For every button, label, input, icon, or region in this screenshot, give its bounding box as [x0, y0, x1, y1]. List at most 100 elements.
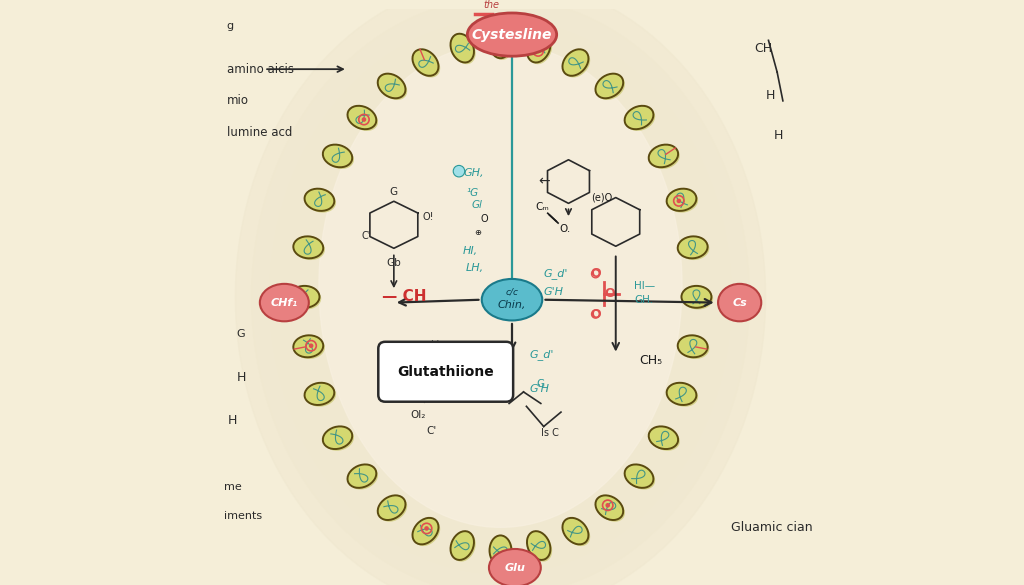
- Ellipse shape: [718, 284, 761, 321]
- Ellipse shape: [451, 531, 474, 560]
- Text: ←: ←: [538, 174, 550, 188]
- Circle shape: [309, 343, 313, 348]
- Text: Cₘ: Cₘ: [536, 202, 550, 212]
- Ellipse shape: [492, 30, 513, 60]
- Ellipse shape: [625, 106, 653, 129]
- Text: O: O: [511, 19, 518, 27]
- Ellipse shape: [481, 279, 543, 321]
- Text: Chin,: Chin,: [498, 301, 526, 311]
- Ellipse shape: [323, 144, 352, 167]
- Text: CH₅: CH₅: [639, 354, 662, 367]
- Text: mio: mio: [226, 94, 249, 108]
- Text: O: O: [604, 287, 615, 301]
- Text: the: the: [483, 1, 500, 11]
- Ellipse shape: [236, 0, 766, 585]
- Text: G'H: G'H: [529, 384, 549, 394]
- Ellipse shape: [492, 537, 513, 567]
- Text: CHf₁: CHf₁: [270, 298, 298, 308]
- Text: G'H: G'H: [544, 287, 563, 297]
- Ellipse shape: [681, 286, 712, 308]
- Ellipse shape: [564, 51, 590, 78]
- Text: LH,: LH,: [466, 263, 484, 273]
- Ellipse shape: [667, 189, 696, 211]
- Text: amino aicis: amino aicis: [226, 63, 294, 75]
- Text: O: O: [480, 214, 487, 224]
- Text: C': C': [361, 231, 371, 241]
- Text: G: G: [237, 329, 246, 339]
- Ellipse shape: [562, 49, 589, 76]
- Text: Gl: Gl: [472, 199, 482, 209]
- Ellipse shape: [562, 518, 589, 545]
- Text: Glutathiione: Glutathiione: [397, 365, 495, 378]
- Ellipse shape: [318, 43, 682, 527]
- Circle shape: [361, 117, 367, 122]
- Text: lumine acd: lumine acd: [226, 126, 292, 139]
- Ellipse shape: [669, 384, 698, 407]
- Text: ⊕: ⊕: [474, 228, 481, 237]
- Ellipse shape: [489, 28, 511, 58]
- Text: Gb: Gb: [386, 259, 401, 269]
- Ellipse shape: [451, 34, 474, 63]
- Ellipse shape: [678, 236, 708, 259]
- Ellipse shape: [683, 288, 713, 309]
- Ellipse shape: [304, 189, 334, 211]
- Ellipse shape: [349, 466, 378, 490]
- Circle shape: [677, 198, 681, 203]
- Ellipse shape: [625, 464, 653, 488]
- Ellipse shape: [304, 383, 334, 405]
- Ellipse shape: [415, 51, 440, 78]
- Text: G_d': G_d': [529, 349, 554, 360]
- Ellipse shape: [597, 75, 625, 100]
- FancyBboxPatch shape: [378, 342, 513, 402]
- Text: c/c: c/c: [506, 287, 518, 296]
- Ellipse shape: [325, 428, 354, 451]
- Ellipse shape: [270, 20, 731, 573]
- Ellipse shape: [349, 108, 378, 131]
- Ellipse shape: [252, 0, 750, 585]
- Circle shape: [454, 166, 465, 177]
- Text: HI—: HI—: [634, 281, 655, 291]
- Circle shape: [605, 503, 610, 508]
- Text: O!: O!: [423, 212, 434, 222]
- Ellipse shape: [650, 428, 680, 451]
- Ellipse shape: [291, 288, 322, 309]
- Ellipse shape: [347, 106, 376, 129]
- Text: g: g: [226, 21, 233, 31]
- Text: H: H: [227, 414, 238, 427]
- Ellipse shape: [627, 108, 655, 131]
- Ellipse shape: [649, 426, 678, 449]
- Ellipse shape: [453, 36, 476, 64]
- Text: Gluamic cian: Gluamic cian: [731, 521, 813, 534]
- Text: GH,: GH,: [463, 168, 483, 178]
- Ellipse shape: [415, 519, 440, 546]
- Text: H: H: [766, 88, 775, 102]
- Circle shape: [424, 526, 429, 531]
- Ellipse shape: [527, 34, 551, 63]
- Ellipse shape: [295, 238, 325, 260]
- Ellipse shape: [260, 284, 309, 321]
- Text: — CH: — CH: [382, 290, 427, 304]
- Circle shape: [507, 15, 523, 31]
- Ellipse shape: [306, 190, 336, 212]
- Circle shape: [536, 49, 541, 53]
- Ellipse shape: [380, 75, 408, 100]
- Text: C': C': [426, 425, 436, 436]
- Ellipse shape: [667, 383, 696, 405]
- Ellipse shape: [488, 549, 541, 585]
- Ellipse shape: [413, 49, 438, 76]
- Text: O.: O.: [560, 224, 571, 234]
- Ellipse shape: [378, 495, 406, 520]
- Ellipse shape: [453, 533, 476, 562]
- Text: me: me: [224, 482, 242, 492]
- Text: iments: iments: [224, 511, 262, 521]
- Ellipse shape: [564, 519, 590, 546]
- Text: Is C: Is C: [541, 428, 558, 438]
- Ellipse shape: [489, 535, 511, 566]
- Ellipse shape: [325, 146, 354, 169]
- Ellipse shape: [295, 337, 325, 359]
- Text: Cystesline: Cystesline: [472, 27, 552, 42]
- Ellipse shape: [413, 518, 438, 545]
- Ellipse shape: [596, 74, 624, 98]
- Text: Glu: Glu: [505, 563, 525, 573]
- Ellipse shape: [627, 466, 655, 490]
